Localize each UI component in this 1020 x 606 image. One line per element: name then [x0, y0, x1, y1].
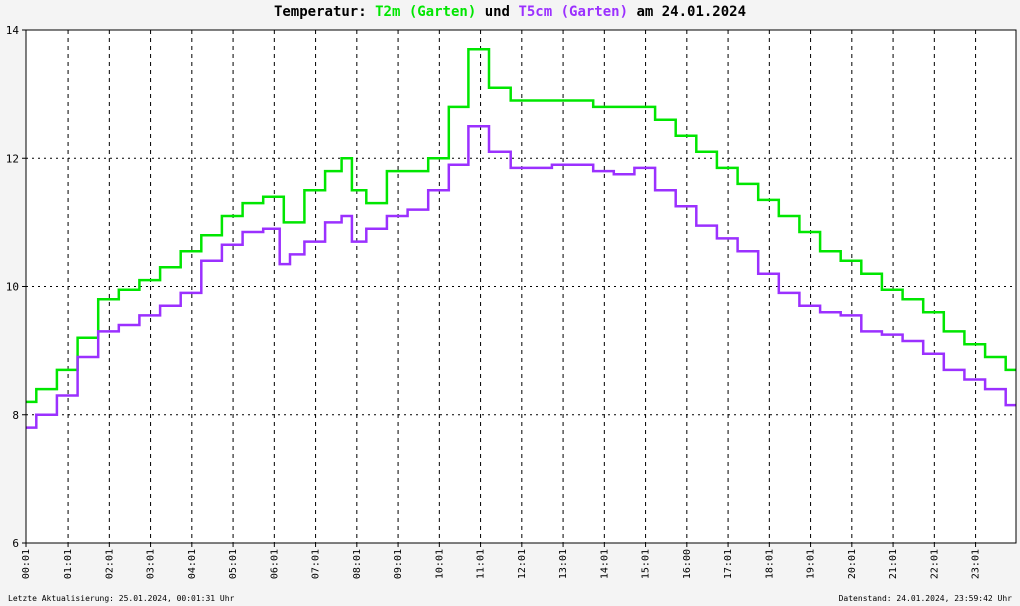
title-suffix: am 24.01.2024 — [636, 4, 747, 20]
x-tick-label: 06:01 — [269, 549, 280, 579]
x-tick-label: 04:01 — [187, 549, 198, 579]
y-tick-label: 12 — [6, 152, 19, 165]
x-tick-label: 08:01 — [352, 549, 363, 579]
x-tick-label: 09:01 — [393, 549, 404, 579]
footer-last-update: Letzte Aktualisierung: 25.01.2024, 00:01… — [8, 594, 235, 603]
title-joiner: und — [484, 4, 510, 20]
x-tick-label: 22:01 — [929, 549, 940, 579]
x-tick-label: 20:01 — [847, 549, 858, 579]
x-tick-label: 23:01 — [971, 549, 982, 579]
x-tick-label: 15:01 — [641, 549, 652, 579]
x-tick-label: 19:01 — [806, 549, 817, 579]
x-tick-label: 00:01 — [21, 549, 32, 579]
x-tick-label: 17:01 — [723, 549, 734, 579]
title-series2: T5cm (Garten) — [518, 4, 629, 20]
x-tick-label: 14:01 — [599, 549, 610, 579]
x-tick-label: 03:01 — [146, 549, 157, 579]
x-tick-label: 21:01 — [888, 549, 899, 579]
x-tick-label: 12:01 — [517, 549, 528, 579]
series-t2m-line — [26, 47, 1016, 404]
plot-frame — [25, 29, 1017, 544]
chart-title: Temperatur: T2m (Garten) und T5cm (Garte… — [0, 4, 1020, 20]
x-tick-label: 05:01 — [228, 549, 239, 579]
title-series1: T2m (Garten) — [375, 4, 477, 20]
x-tick-label: 07:01 — [311, 549, 322, 579]
x-tick-label: 11:01 — [476, 549, 487, 579]
x-tick-label: 02:01 — [104, 549, 115, 579]
y-tick-label: 10 — [6, 281, 19, 294]
title-prefix: Temperatur: — [273, 4, 367, 20]
y-tick-label: 8 — [12, 409, 19, 422]
x-tick-label: 01:01 — [63, 549, 74, 579]
x-tick-label: 16:00 — [682, 549, 693, 579]
y-tick-label: 14 — [6, 24, 20, 37]
series-t5cm-line — [26, 124, 1016, 429]
x-tick-label: 13:01 — [558, 549, 569, 579]
footer-data-status: Datenstand: 24.01.2024, 23:59:42 Uhr — [838, 594, 1012, 603]
x-tick-label: 10:01 — [434, 549, 445, 579]
y-tick-label: 6 — [12, 537, 19, 550]
plot-area — [26, 30, 1016, 543]
x-tick-label: 18:01 — [764, 549, 775, 579]
